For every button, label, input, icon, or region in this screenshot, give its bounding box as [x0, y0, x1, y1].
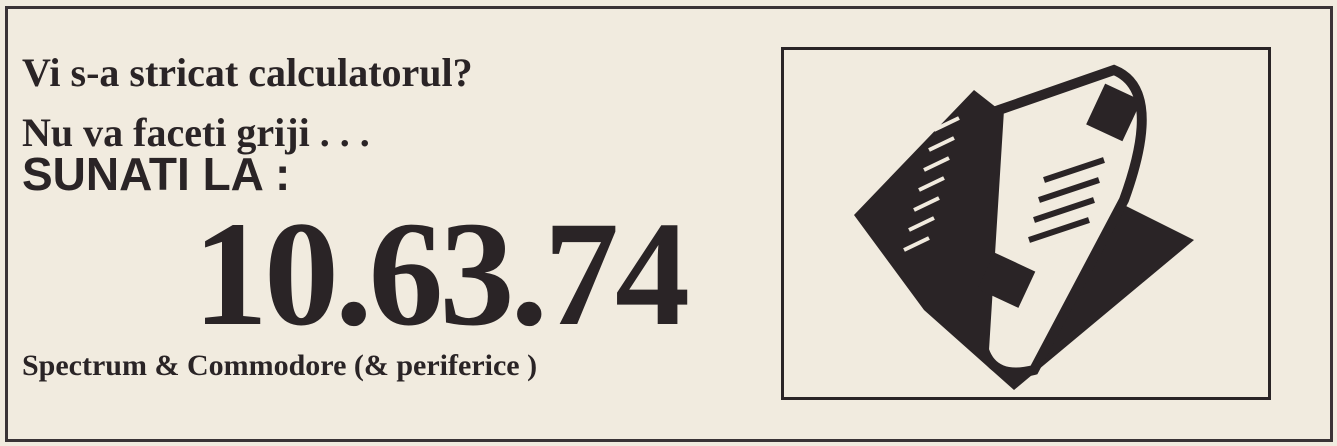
- footer-text: Spectrum & Commodore (& periferice ): [22, 349, 538, 382]
- call-text: SUNATI LA :: [22, 148, 291, 200]
- subline: Nu va faceti griji . . .: [22, 110, 370, 155]
- phone-illustration-box: [781, 47, 1271, 400]
- phone-illustration: [854, 64, 1194, 390]
- ad-frame: Vi s-a stricat calculatorul? Nu va facet…: [5, 6, 1333, 442]
- headline: Vi s-a stricat calculatorul?: [22, 50, 473, 95]
- phone-number: 10.63.74: [193, 191, 690, 357]
